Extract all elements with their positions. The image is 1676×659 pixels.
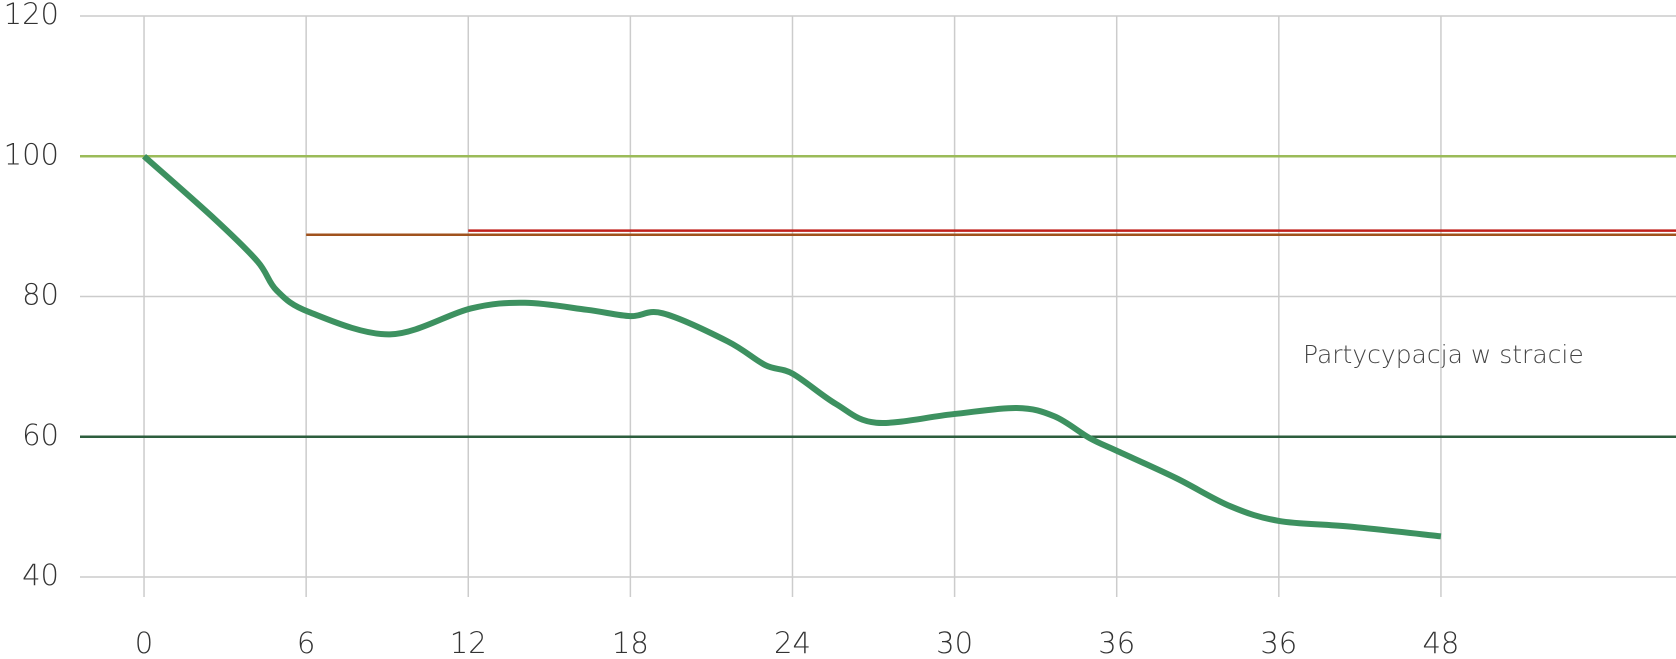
y-tick-label: 80 (22, 278, 59, 312)
x-tick-label: 18 (612, 626, 649, 659)
x-tick-label: 24 (774, 626, 811, 659)
y-tick-label: 40 (22, 558, 59, 592)
x-tick-label: 36 (1098, 626, 1135, 659)
x-tick-label: 6 (297, 626, 315, 659)
x-tick-label: 0 (135, 626, 153, 659)
y-tick-label: 60 (22, 418, 59, 452)
x-tick-label: 12 (450, 626, 487, 659)
y-tick-label: 100 (4, 137, 59, 171)
annotation: Partycypacja w stracie (1303, 340, 1584, 369)
x-tick-label: 30 (936, 626, 973, 659)
x-tick-label: 36 (1260, 626, 1297, 659)
x-tick-label: 48 (1422, 626, 1459, 659)
y-tick-label: 120 (4, 0, 59, 31)
data-line (142, 154, 1442, 540)
